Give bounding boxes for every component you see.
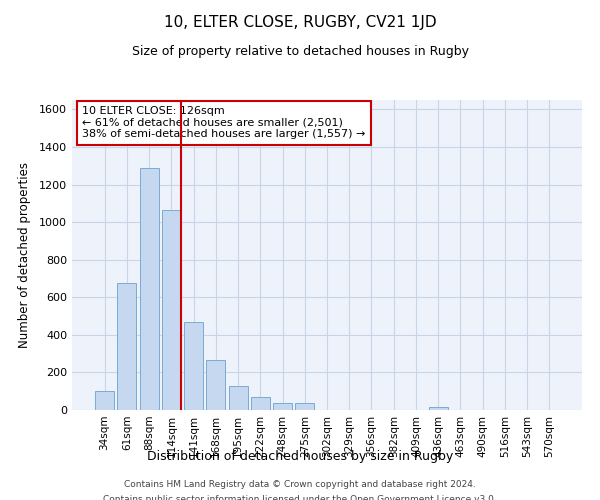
Bar (95, 391, 114, 410)
Text: 10 ELTER CLOSE: 126sqm
← 61% of detached houses are smaller (2,501)
38% of semi-: 10 ELTER CLOSE: 126sqm ← 61% of detached… (82, 106, 365, 140)
Y-axis label: Number of detached properties: Number of detached properties (17, 162, 31, 348)
Bar (295, 404, 314, 410)
Text: 10, ELTER CLOSE, RUGBY, CV21 1JD: 10, ELTER CLOSE, RUGBY, CV21 1JD (164, 15, 436, 30)
Bar (251, 397, 270, 410)
Text: Distribution of detached houses by size in Rugby: Distribution of detached houses by size … (147, 450, 453, 463)
Text: Size of property relative to detached houses in Rugby: Size of property relative to detached ho… (131, 45, 469, 58)
Bar (273, 404, 292, 410)
Text: Contains HM Land Registry data © Crown copyright and database right 2024.: Contains HM Land Registry data © Crown c… (124, 480, 476, 489)
Bar (206, 360, 225, 410)
Bar (118, 283, 136, 410)
Bar (162, 210, 181, 410)
Bar (429, 407, 448, 410)
Bar (229, 386, 248, 410)
Bar (140, 168, 158, 410)
Bar (184, 322, 203, 410)
Text: Contains public sector information licensed under the Open Government Licence v3: Contains public sector information licen… (103, 495, 497, 500)
